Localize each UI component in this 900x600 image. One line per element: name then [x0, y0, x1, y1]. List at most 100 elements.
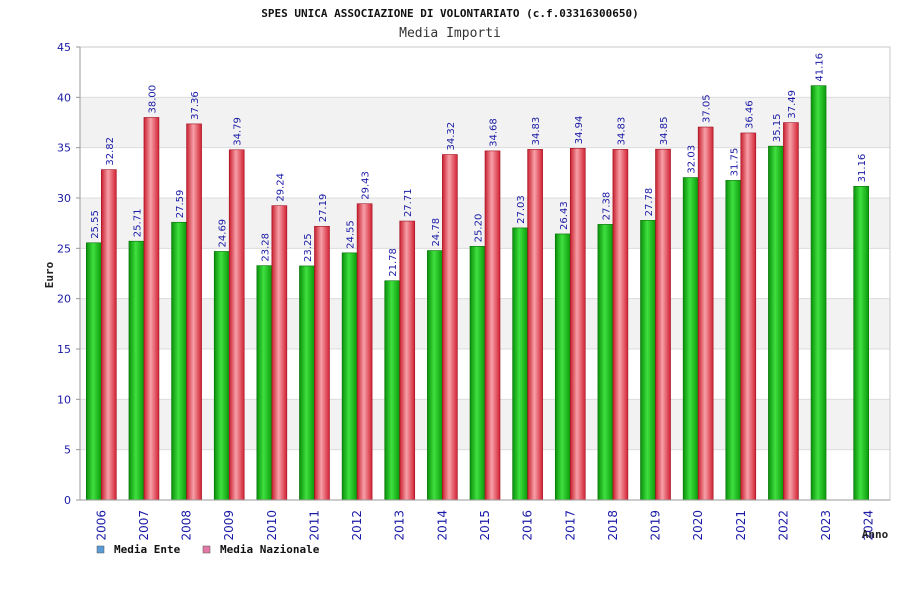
bar-media-nazionale-2011 [314, 225, 330, 501]
data-label: 29.24 [275, 173, 286, 202]
x-tick-label: 2012 [350, 510, 364, 541]
data-label: 34.94 [574, 116, 585, 145]
data-label: 34.68 [489, 118, 500, 147]
data-label: 41.16 [815, 53, 826, 82]
data-label: 25.71 [132, 209, 143, 238]
data-label: 31.16 [857, 154, 868, 183]
x-tick-label: 2022 [776, 510, 790, 541]
bar-media-nazionale-2008 [186, 123, 202, 501]
bar-media-ente-2010 [256, 265, 273, 501]
data-label: 34.83 [531, 117, 542, 146]
bar-media-nazionale-2012 [356, 203, 373, 501]
data-label: 24.69 [218, 219, 229, 248]
data-label: 21.78 [388, 248, 399, 277]
x-tick-label: 2018 [606, 510, 620, 541]
bar-media-nazionale-2017 [569, 147, 586, 501]
data-label: 27.19 [318, 194, 329, 223]
y-tick-label: 5 [64, 444, 71, 457]
data-label: 27.38 [601, 192, 612, 221]
data-label: 27.03 [516, 195, 527, 224]
data-label: 29.43 [361, 171, 372, 200]
y-tick-label: 15 [57, 343, 71, 356]
x-tick-label: 2009 [222, 510, 236, 541]
bar-media-ente-2007 [128, 240, 145, 501]
bar-media-ente-2006 [86, 242, 102, 501]
bar-media-nazionale-2009 [228, 149, 245, 501]
bars-group: 25.55 32.82 25.71 38.00 27.59 37.36 24.69 34.79… [86, 53, 869, 501]
y-tick-label: 20 [57, 293, 71, 306]
x-tick-label: 2013 [393, 510, 407, 541]
bar-media-ente-2020 [682, 177, 699, 501]
data-label: 27.71 [403, 188, 414, 217]
x-tick-label: 2010 [265, 510, 279, 541]
data-label: 34.79 [233, 117, 244, 146]
x-tick-label: 2024 [862, 510, 876, 541]
data-label: 27.59 [175, 190, 186, 219]
x-tick-label: 2016 [521, 510, 535, 541]
bar-media-nazionale-2007 [143, 117, 160, 501]
y-tick-label: 35 [57, 142, 71, 155]
bar-media-ente-2018 [597, 224, 614, 501]
data-label: 32.03 [687, 145, 698, 174]
data-label: 35.15 [772, 114, 783, 143]
legend-swatch-media-ente [96, 545, 105, 554]
bar-media-ente-2014 [427, 250, 443, 501]
y-tick-label: 30 [57, 192, 71, 205]
bar-media-nazionale-2015 [484, 150, 501, 501]
bar-media-nazionale-2010 [271, 205, 288, 501]
chart-subtitle: Media Importi [399, 26, 501, 41]
y-tick-label: 0 [64, 494, 71, 507]
bar-media-ente-2013 [384, 280, 401, 501]
bar-media-nazionale-2019 [655, 148, 671, 501]
bar-media-nazionale-2018 [612, 149, 629, 501]
x-tick-label: 2017 [563, 510, 577, 541]
bar-media-ente-2016 [512, 227, 528, 501]
x-tick-label: 2020 [691, 510, 705, 541]
chart-title: SPES UNICA ASSOCIAZIONE DI VOLONTARIATO … [261, 7, 639, 20]
data-label: 36.46 [744, 100, 755, 129]
data-label: 37.05 [702, 94, 713, 123]
bar-media-ente-2021 [725, 180, 742, 501]
data-label: 24.55 [346, 220, 357, 249]
data-label: 34.32 [446, 122, 457, 151]
bar-media-nazionale-2013 [399, 220, 416, 501]
x-tick-label: 2006 [94, 510, 108, 541]
bar-media-ente-2024 [853, 186, 869, 501]
x-tick-label: 2019 [649, 510, 663, 541]
data-label: 37.36 [190, 91, 201, 120]
x-tick-label: 2023 [819, 510, 833, 541]
legend-swatch-media-nazionale [202, 545, 211, 554]
data-label: 31.75 [729, 148, 740, 177]
y-tick-label: 10 [57, 393, 71, 406]
legend-label-media-nazionale: Media Nazionale [220, 543, 320, 556]
x-tick-label: 2021 [734, 510, 748, 541]
y-tick-label: 25 [57, 242, 71, 255]
data-label: 38.00 [147, 85, 158, 114]
y-tick-label: 45 [57, 41, 71, 54]
data-label: 32.82 [105, 137, 116, 166]
bar-media-ente-2019 [640, 220, 656, 501]
bar-media-ente-2015 [469, 246, 486, 501]
bar-media-nazionale-2016 [527, 149, 543, 501]
grid-band [80, 47, 890, 98]
bar-media-nazionale-2021 [740, 132, 757, 501]
data-label: 26.43 [559, 201, 570, 230]
bar-media-ente-2011 [299, 265, 315, 501]
bar-media-nazionale-2014 [442, 154, 458, 501]
x-tick-label: 2011 [307, 510, 321, 541]
data-label: 27.78 [644, 188, 655, 217]
bar-media-nazionale-2006 [101, 169, 117, 501]
x-axis-label: Anno [862, 528, 889, 541]
data-label: 37.49 [787, 90, 798, 119]
x-tick-label: 2007 [137, 510, 151, 541]
bar-media-ente-2023 [810, 85, 827, 501]
bar-media-nazionale-2022 [783, 122, 799, 501]
data-label: 24.78 [431, 218, 442, 247]
legend: Media Ente Media Nazionale [96, 543, 320, 556]
data-label: 25.20 [474, 214, 485, 243]
x-tick-label: 2015 [478, 510, 492, 541]
bar-media-ente-2008 [171, 221, 187, 501]
bar-media-nazionale-2020 [697, 126, 714, 501]
x-tick-label: 2014 [435, 510, 449, 541]
